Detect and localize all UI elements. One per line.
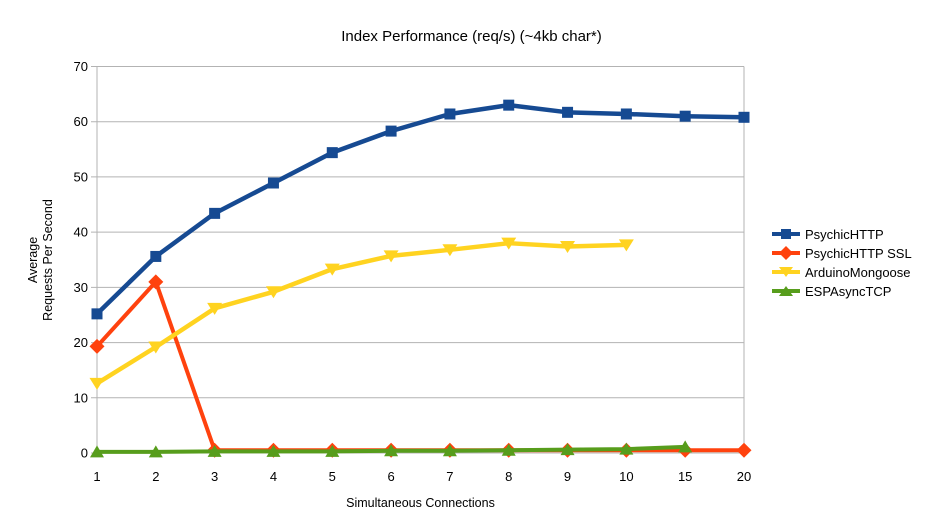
- legend-label: ESPAsyncTCP: [805, 283, 892, 299]
- marker-triangle-down: [560, 240, 576, 253]
- marker-triangle-down: [442, 244, 458, 257]
- legend-square-icon: [772, 229, 800, 239]
- marker-triangle-down: [207, 302, 223, 315]
- marker-square: [91, 308, 103, 320]
- x-tick-label: 5: [329, 469, 336, 484]
- legend-diamond-icon: [772, 246, 800, 260]
- y-tick-label: 20: [74, 335, 88, 350]
- y-tick-label: 10: [74, 390, 88, 405]
- marker-triangle-down: [324, 263, 340, 276]
- marker-diamond: [148, 274, 164, 290]
- legend-item-psychichttp-ssl: PsychicHTTP SSL: [771, 245, 912, 261]
- y-tick-label: 70: [74, 59, 88, 74]
- marker-triangle-up: [619, 442, 634, 455]
- marker-diamond: [736, 442, 752, 458]
- marker-triangle-up: [501, 443, 516, 456]
- legend-triangle-up-icon: [772, 286, 800, 296]
- marker-square: [620, 108, 632, 120]
- x-tick-label: 4: [270, 469, 277, 484]
- x-tick-label: 10: [619, 469, 633, 484]
- marker-triangle-up: [90, 445, 104, 458]
- marker-triangle-up: [442, 444, 457, 457]
- x-axis-title: Simultaneous Connections: [346, 496, 495, 510]
- x-tick-label: 9: [564, 469, 571, 484]
- x-tick-label: 20: [737, 469, 751, 484]
- x-tick-label: 15: [678, 469, 692, 484]
- marker-triangle-down: [89, 377, 105, 390]
- legend-item-espasynctcp: ESPAsyncTCP: [771, 283, 912, 299]
- marker-triangle-up: [325, 444, 340, 457]
- marker-diamond: [89, 338, 105, 354]
- y-tick-label: 0: [81, 446, 88, 461]
- x-tick-label: 8: [505, 469, 512, 484]
- marker-triangle-down: [501, 237, 517, 250]
- x-tick-label: 7: [446, 469, 453, 484]
- legend-label: PsychicHTTP: [805, 226, 884, 242]
- marker-triangle-down: [383, 250, 399, 263]
- marker-square: [444, 108, 456, 120]
- y-axis-title-line2: Requests Per Second: [41, 199, 55, 321]
- y-axis-title: Average Requests Per Second: [26, 150, 60, 370]
- y-axis-title-line1: Average: [26, 236, 40, 284]
- marker-square: [562, 106, 574, 118]
- x-tick-label: 6: [387, 469, 394, 484]
- series-line-arduinomongoose: [94, 240, 629, 386]
- x-tick-label: 2: [152, 469, 159, 484]
- marker-triangle-up: [678, 440, 693, 453]
- marker-square: [679, 110, 691, 122]
- legend-label: PsychicHTTP SSL: [805, 245, 912, 261]
- marker-triangle-up: [560, 443, 575, 456]
- y-tick-label: 60: [74, 114, 88, 129]
- marker-triangle-up: [148, 445, 163, 458]
- x-tick-label: 3: [211, 469, 218, 484]
- chart-title: Index Performance (req/s) (~4kb char*): [341, 28, 602, 45]
- marker-square: [385, 125, 397, 137]
- legend: PsychicHTTP PsychicHTTP SSL ArduinoMongoos…: [771, 226, 912, 302]
- marker-triangle-up: [207, 444, 222, 457]
- marker-square: [150, 250, 162, 262]
- marker-square: [738, 111, 750, 123]
- legend-item-psychichttp: PsychicHTTP: [771, 226, 912, 242]
- legend-label: ArduinoMongoose: [805, 264, 911, 280]
- series-line-psychichttp-ssl: [95, 279, 746, 453]
- marker-square: [326, 147, 338, 159]
- marker-triangle-up: [266, 444, 281, 457]
- marker-square: [503, 99, 515, 111]
- marker-square: [267, 177, 279, 189]
- y-tick-label: 30: [74, 280, 88, 295]
- series-line-psychichttp: [94, 102, 747, 317]
- marker-triangle-down: [618, 239, 634, 252]
- marker-square: [209, 207, 221, 219]
- y-tick-label: 40: [74, 225, 88, 240]
- legend-triangle-down-icon: [772, 267, 800, 277]
- marker-triangle-up: [384, 444, 399, 457]
- legend-item-arduinomongoose: ArduinoMongoose: [771, 264, 912, 280]
- marker-triangle-down: [148, 341, 164, 354]
- marker-triangle-down: [265, 286, 281, 299]
- y-tick-label: 50: [74, 169, 88, 184]
- x-tick-label: 1: [93, 469, 100, 484]
